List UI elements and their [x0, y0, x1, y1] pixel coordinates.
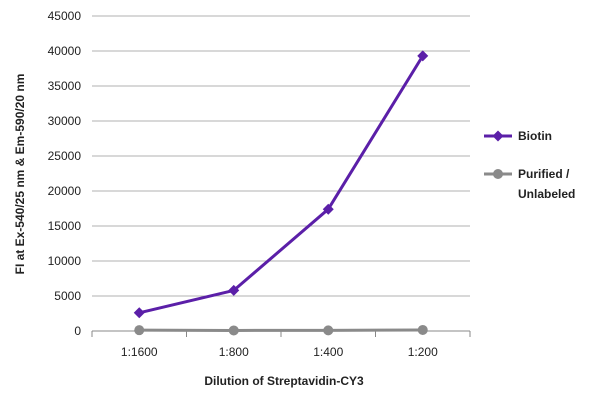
legend: Biotin Purified / Unlabeled: [484, 129, 575, 201]
data-point-circle: [228, 325, 239, 336]
y-tick-label: 40000: [48, 44, 82, 58]
y-tick-label: 30000: [48, 114, 82, 128]
series-group: [133, 50, 429, 336]
x-tick-label: 1:1600: [121, 345, 158, 359]
gridlines: [92, 15, 470, 297]
y-tick-label: 10000: [48, 254, 82, 268]
data-point-circle: [493, 169, 503, 179]
y-tick-label: 45000: [48, 9, 82, 23]
x-tick-labels: 1:1600 1:800 1:400 1:200: [121, 345, 438, 359]
legend-label: Purified /: [518, 167, 570, 181]
y-tick-label: 15000: [48, 219, 82, 233]
data-point-diamond: [322, 203, 334, 215]
series-0: [133, 50, 429, 319]
legend-label: Unlabeled: [518, 187, 575, 201]
data-point-circle: [134, 325, 145, 336]
x-tick-label: 1:400: [313, 345, 343, 359]
y-tick-label: 35000: [48, 79, 82, 93]
data-point-diamond: [133, 307, 145, 319]
y-tick-label: 20000: [48, 184, 82, 198]
y-tick-label: 0: [74, 324, 81, 338]
series-line: [138, 55, 425, 315]
series-1: [134, 324, 428, 336]
y-tick-label: 25000: [48, 149, 82, 163]
data-point-diamond: [417, 50, 429, 62]
data-point-diamond: [492, 130, 504, 142]
x-tick-label: 1:800: [219, 345, 249, 359]
data-point-diamond: [228, 284, 240, 296]
data-point-circle: [323, 325, 334, 336]
x-tick-label: 1:200: [408, 345, 438, 359]
y-axis-label: FI at Ex-540/25 nm & Em-590/20 nm: [13, 74, 27, 275]
data-point-circle: [417, 324, 428, 335]
y-tick-label: 5000: [54, 289, 81, 303]
x-axis-label: Dilution of Streptavidin-CY3: [204, 374, 364, 388]
legend-label: Biotin: [518, 129, 552, 143]
y-tick-labels: 0 5000 10000 15000 20000 25000 30000 35000 40000…: [48, 9, 82, 338]
